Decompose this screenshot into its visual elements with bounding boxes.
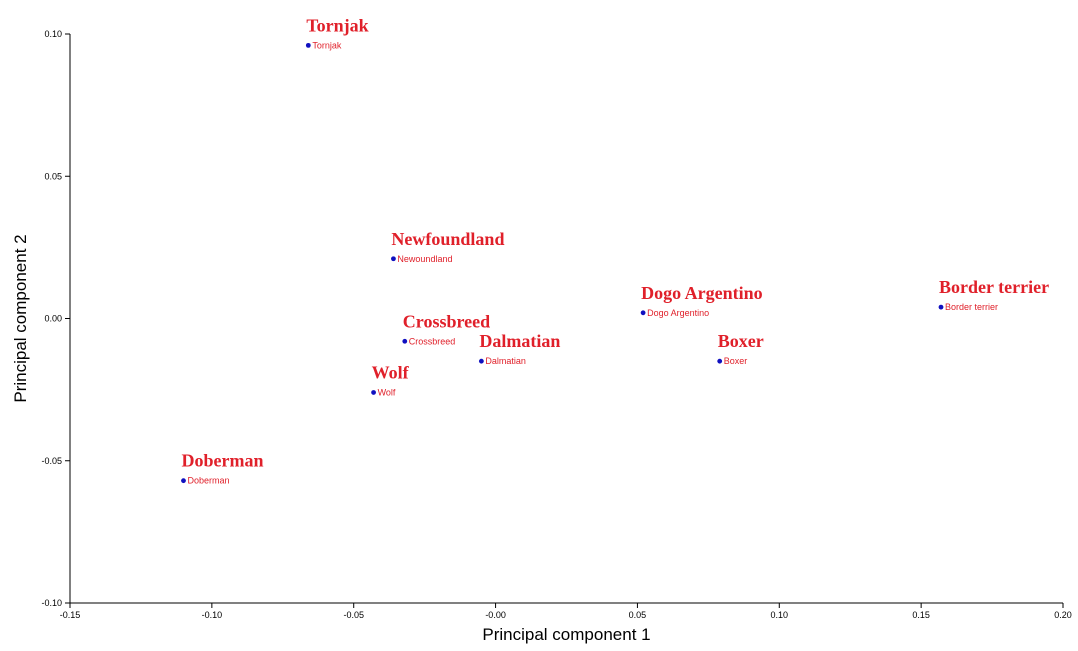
point-label-small: Boxer bbox=[724, 356, 748, 366]
point-label-large: Border terrier bbox=[939, 277, 1049, 297]
data-point-dalmatian: Dalmatian Dalmatian bbox=[478, 331, 560, 366]
x-tick-label: 0.10 bbox=[771, 610, 789, 620]
point-label-large: Newfoundland bbox=[391, 229, 504, 249]
point-label-small: Newoundland bbox=[397, 254, 452, 264]
data-point-dogo-argentino: Dogo Argentino Dogo Argentino bbox=[640, 283, 763, 318]
ticks: -0.15 -0.10 -0.05 -0.00 0.05 0.10 0.15 0.20 0.10… bbox=[41, 29, 1071, 620]
x-tick-label: -0.00 bbox=[485, 610, 506, 620]
point-label-small: Dogo Argentino bbox=[647, 308, 709, 318]
y-tick-label: 0.05 bbox=[44, 171, 62, 181]
y-axis-title: Principal component 2 bbox=[11, 234, 30, 402]
data-points: Tornjak Tornjak Newoundland Newfoundland Cro… bbox=[181, 15, 1049, 486]
point-label-large: Dogo Argentino bbox=[641, 283, 763, 303]
point-label-small: Dalmatian bbox=[485, 356, 526, 366]
point-label-large: Doberman bbox=[181, 451, 263, 471]
point-label-large: Wolf bbox=[372, 362, 410, 382]
point-marker bbox=[478, 358, 484, 364]
point-label-large: Tornjak bbox=[306, 15, 368, 35]
x-tick-label: 0.20 bbox=[1054, 610, 1072, 620]
point-label-large: Dalmatian bbox=[479, 331, 560, 351]
y-tick-label: 0.10 bbox=[44, 29, 62, 39]
y-tick-label: 0.00 bbox=[44, 314, 62, 324]
point-label-large: Crossbreed bbox=[403, 311, 490, 331]
point-marker bbox=[391, 256, 396, 262]
data-point-tornjak: Tornjak Tornjak bbox=[305, 15, 369, 50]
x-tick-label: 0.05 bbox=[629, 610, 647, 620]
point-label-small: Wolf bbox=[378, 387, 396, 397]
data-point-boxer: Boxer Boxer bbox=[717, 331, 764, 366]
x-tick-label: -0.05 bbox=[343, 610, 364, 620]
point-marker bbox=[371, 390, 376, 395]
data-point-doberman: Doberman Doberman bbox=[181, 451, 263, 486]
point-marker bbox=[402, 338, 408, 344]
data-point-border-terrier: Border terrier Border terrier bbox=[938, 277, 1049, 312]
point-label-small: Crossbreed bbox=[409, 336, 456, 346]
y-tick-label: -0.10 bbox=[41, 598, 62, 608]
data-point-newoundland: Newoundland Newfoundland bbox=[391, 229, 504, 264]
point-label-large: Boxer bbox=[718, 331, 764, 351]
point-label-small: Doberman bbox=[187, 476, 229, 486]
point-label-small: Tornjak bbox=[312, 40, 342, 50]
y-tick-label: -0.05 bbox=[41, 456, 62, 466]
point-label-small: Border terrier bbox=[945, 302, 998, 312]
x-tick-label: -0.10 bbox=[202, 610, 223, 620]
x-axis-title: Principal component 1 bbox=[482, 625, 650, 644]
x-tick-label: -0.15 bbox=[60, 610, 81, 620]
point-marker bbox=[717, 358, 723, 364]
axes bbox=[69, 34, 1063, 604]
point-marker bbox=[181, 478, 186, 484]
point-marker bbox=[938, 304, 944, 310]
data-point-crossbreed: Crossbreed Crossbreed bbox=[402, 311, 490, 346]
point-marker bbox=[305, 42, 311, 48]
x-tick-label: 0.15 bbox=[912, 610, 930, 620]
point-marker bbox=[640, 310, 646, 316]
data-point-wolf: Wolf Wolf bbox=[371, 362, 410, 397]
